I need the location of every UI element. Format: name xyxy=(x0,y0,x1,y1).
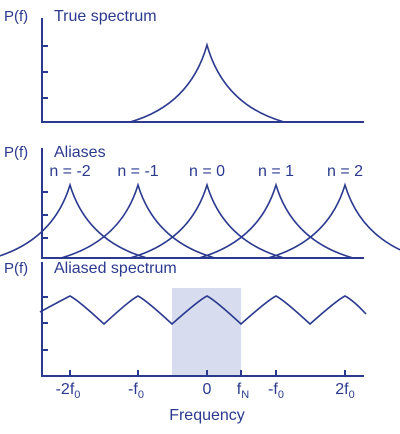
alias-curve-n-1 xyxy=(198,182,354,259)
bottom-y-ticks xyxy=(42,296,48,351)
top-ylabel: P(f) xyxy=(4,8,28,25)
bottom-axes xyxy=(41,262,364,377)
alias-curve-n-minus-2 xyxy=(0,182,148,259)
middle-y-ticks xyxy=(42,191,48,239)
alias-curve-n-2 xyxy=(267,182,400,259)
top-axes xyxy=(41,18,364,123)
middle-ylabel: P(f) xyxy=(4,144,28,161)
x-axis-label: Frequency xyxy=(169,407,245,424)
alias-curve-n-minus-1 xyxy=(60,182,216,259)
alias-curve-n-0 xyxy=(129,182,285,259)
middle-axes xyxy=(41,148,364,259)
xtick-minus-2f0: -2f0 xyxy=(56,381,81,401)
bottom-ylabel: P(f) xyxy=(4,260,28,277)
alias-label-n-2: n = 2 xyxy=(327,163,363,180)
xtick-nyquist: fN xyxy=(237,381,249,401)
bottom-title: Aliased spectrum xyxy=(54,260,177,277)
alias-label-n-minus-2: n = -2 xyxy=(49,163,90,180)
alias-label-n-0: n = 0 xyxy=(189,163,225,180)
middle-title: Aliases xyxy=(54,144,106,161)
alias-curves xyxy=(0,182,400,259)
top-y-ticks xyxy=(42,45,48,99)
alias-label-n-1: n = 1 xyxy=(258,163,294,180)
panel-true-spectrum: P(f) True spectrum xyxy=(4,8,364,123)
alias-label-n-minus-1: n = -1 xyxy=(117,163,158,180)
panel-aliases: P(f) Aliases n = -2 n = -1 n = 0 n = 1 n… xyxy=(0,144,400,259)
alias-labels: n = -2 n = -1 n = 0 n = 1 n = 2 xyxy=(49,163,363,180)
xtick-zero: 0 xyxy=(203,381,212,398)
true-spectrum-curve xyxy=(129,42,285,123)
top-title: True spectrum xyxy=(54,8,157,25)
xtick-minus-f0: -f0 xyxy=(128,381,144,401)
nyquist-band xyxy=(172,288,241,376)
x-tick-labels: -2f0 -f0 0 fN -f0 2f0 xyxy=(56,381,355,401)
x-ticks xyxy=(69,370,346,376)
xtick-minus-f0-right: -f0 xyxy=(268,381,284,401)
xtick-2f0: 2f0 xyxy=(335,381,354,401)
panel-aliased-spectrum: P(f) Aliased spectrum xyxy=(4,260,367,377)
aliased-spectrum-curve xyxy=(39,295,367,326)
